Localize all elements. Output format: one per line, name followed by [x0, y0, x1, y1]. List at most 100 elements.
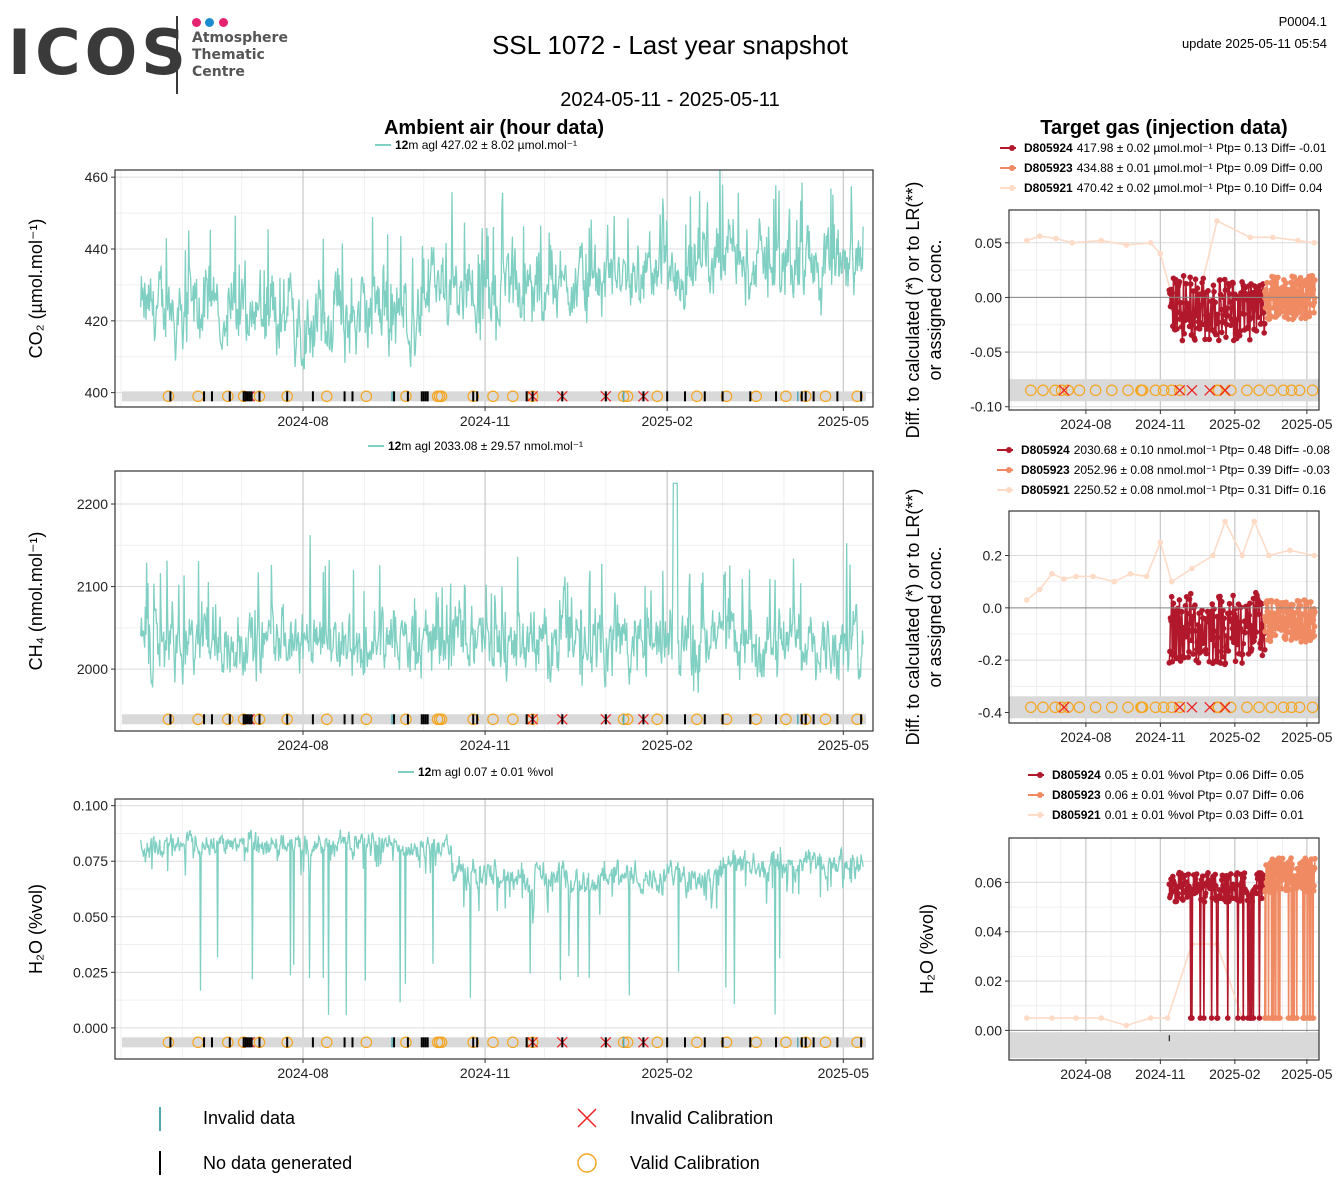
y-tick-label: 0.025: [73, 964, 108, 980]
chart-target-h2o: 0.00 0.02 0.04 0.06 2024-08 2024-11 2025-02 202…: [917, 837, 1333, 1082]
data-point-D805924: [1203, 650, 1210, 657]
valid-calibration-marker: [222, 1036, 234, 1049]
data-point-D805924: [1184, 629, 1191, 636]
invalid-data-icon: [159, 1107, 161, 1131]
chart-target-co2: -0.10 -0.05 0.00 0.05 2024-08 2024-11 2025-02 2…: [903, 182, 1333, 439]
data-point-D805921: [1098, 1015, 1105, 1021]
invalid-calibration-marker: [1174, 384, 1186, 396]
data-point-D805923: [1311, 623, 1318, 630]
ambient-legend-co2: 12 m agl 427.02 ± 8.02 µmol.mol⁻¹: [375, 138, 577, 152]
x-tick-label: 2024-08: [277, 1065, 329, 1081]
update-label: update 2025-05-11 05:54: [1181, 36, 1327, 51]
data-point-D805924: [1230, 592, 1236, 599]
data-point-D805923: [1289, 861, 1295, 868]
valid-calibration-marker: [691, 713, 703, 726]
y-tick-label: 0.04: [975, 924, 1002, 940]
valid-calibration-marker: [360, 1036, 373, 1049]
legend-entry: D805923 434.88 ± 0.01 µmol.mol⁻¹ Ptp= 0.0…: [1000, 158, 1326, 178]
page-title: SSL 1072 - Last year snapshot: [491, 30, 849, 60]
data-point-D805923: [1262, 628, 1268, 635]
data-point-D805924: [1229, 625, 1236, 632]
data-point-D805923: [1285, 629, 1292, 636]
valid-calibration-marker: [1049, 701, 1061, 714]
data-point-D805924: [1189, 321, 1196, 327]
y-tick-label: 460: [85, 169, 109, 185]
data-point-D805923: [1296, 308, 1303, 315]
valid-calibration-marker: [1241, 701, 1253, 714]
x-tick-label: 2025-02: [1209, 1066, 1261, 1082]
data-point-D805921: [1251, 518, 1258, 525]
valid-calibration-marker: [1173, 384, 1186, 397]
data-point-D805924: [1177, 616, 1183, 623]
valid-calibration-marker: [360, 713, 373, 726]
legend-entry: D805924 417.98 ± 0.02 µmol.mol⁻¹ Ptp= 0.1…: [1000, 138, 1326, 158]
data-point-D805924: [1255, 875, 1262, 882]
legend-entry: D805923 2052.96 ± 0.08 nmol.mol⁻¹ Ptp= 0.…: [997, 460, 1330, 480]
valid-calibration-marker: [1037, 701, 1049, 714]
data-point-D805923: [1311, 299, 1318, 306]
valid-calibration-marker: [1073, 384, 1086, 397]
valid-calibration-marker: [253, 1036, 266, 1049]
data-point-D805924: [1169, 658, 1176, 665]
data-point-D805924: [1171, 651, 1178, 657]
data-point-D805921: [1123, 242, 1130, 248]
data-point-D805924: [1189, 613, 1196, 620]
data-point-D805924: [1178, 639, 1184, 646]
legend-id: D805921: [1024, 181, 1073, 195]
y-tick-label: 440: [85, 241, 109, 257]
data-point-D805923: [1263, 286, 1269, 293]
data-point-D805924: [1234, 641, 1241, 648]
data-point-D805924: [1252, 306, 1259, 313]
data-point-D805924: [1211, 288, 1217, 295]
data-point-D805924: [1232, 291, 1238, 297]
data-point-D805923: [1269, 294, 1276, 300]
legend-text: 417.98 ± 0.02 µmol.mol⁻¹ Ptp= 0.13 Diff=…: [1076, 141, 1327, 155]
legend-id: D805923: [1024, 161, 1073, 175]
icos-logo: ICOS Atmosphere Thematic Centre: [8, 10, 298, 100]
data-point-D805923: [1296, 598, 1303, 605]
legend-id: D805921: [1021, 483, 1070, 497]
data-point-D805924: [1187, 620, 1193, 627]
legend-text: m agl 2033.08 ± 29.57 nmol.mol⁻¹: [401, 439, 584, 453]
valid-calibration-marker: [819, 390, 832, 403]
data-point-D805924: [1238, 604, 1244, 611]
data-point-D805924: [1261, 646, 1268, 653]
data-point-D805924: [1222, 660, 1229, 667]
data-point-D805924: [1248, 302, 1255, 308]
valid-calibration-marker: [691, 1036, 703, 1049]
y-tick-label: 2000: [77, 661, 108, 677]
valid-calibration-marker: [720, 713, 733, 726]
data-point-D805924: [1251, 634, 1258, 640]
data-point-D805923: [1309, 273, 1316, 279]
legend-height: 12: [395, 138, 409, 152]
y-axis-label: Diff. to calculated (*) or to LR(**): [903, 182, 923, 439]
data-point-D805924: [1174, 326, 1180, 332]
data-point-D805921: [1049, 571, 1055, 577]
data-point-D805924: [1185, 301, 1192, 307]
valid-calibration-marker: [1049, 384, 1061, 397]
plot-frame: [1008, 209, 1320, 411]
data-point-D805924: [1229, 635, 1235, 641]
valid-calibration-marker: [1265, 384, 1278, 397]
plot-frame: [1008, 510, 1320, 724]
data-point-D805924: [1192, 337, 1198, 343]
data-point-D805924: [1233, 614, 1240, 621]
data-point-D805923: [1285, 316, 1292, 322]
valid-calibration-marker: [400, 713, 412, 726]
valid-calibration-marker: [720, 1036, 733, 1049]
data-point-D805924: [1168, 300, 1175, 307]
x-tick-label: 2024-11: [460, 1065, 511, 1081]
valid-calibration-marker: [162, 713, 175, 726]
data-point-D805923: [1302, 870, 1309, 876]
data-point-D805924: [1192, 276, 1199, 283]
data-point-D805924: [1232, 885, 1238, 892]
data-point-D805924: [1249, 898, 1256, 905]
data-point-D805924: [1259, 652, 1266, 659]
data-point-D805924: [1224, 313, 1231, 319]
data-point-D805924: [1199, 873, 1206, 879]
legend-id: D805921: [1052, 808, 1101, 822]
data-point-D805923: [1310, 628, 1316, 635]
x-tick-label: 2025-05: [1281, 729, 1333, 745]
data-point-D805924: [1211, 628, 1218, 635]
valid-calibration-marker: [1241, 384, 1253, 397]
